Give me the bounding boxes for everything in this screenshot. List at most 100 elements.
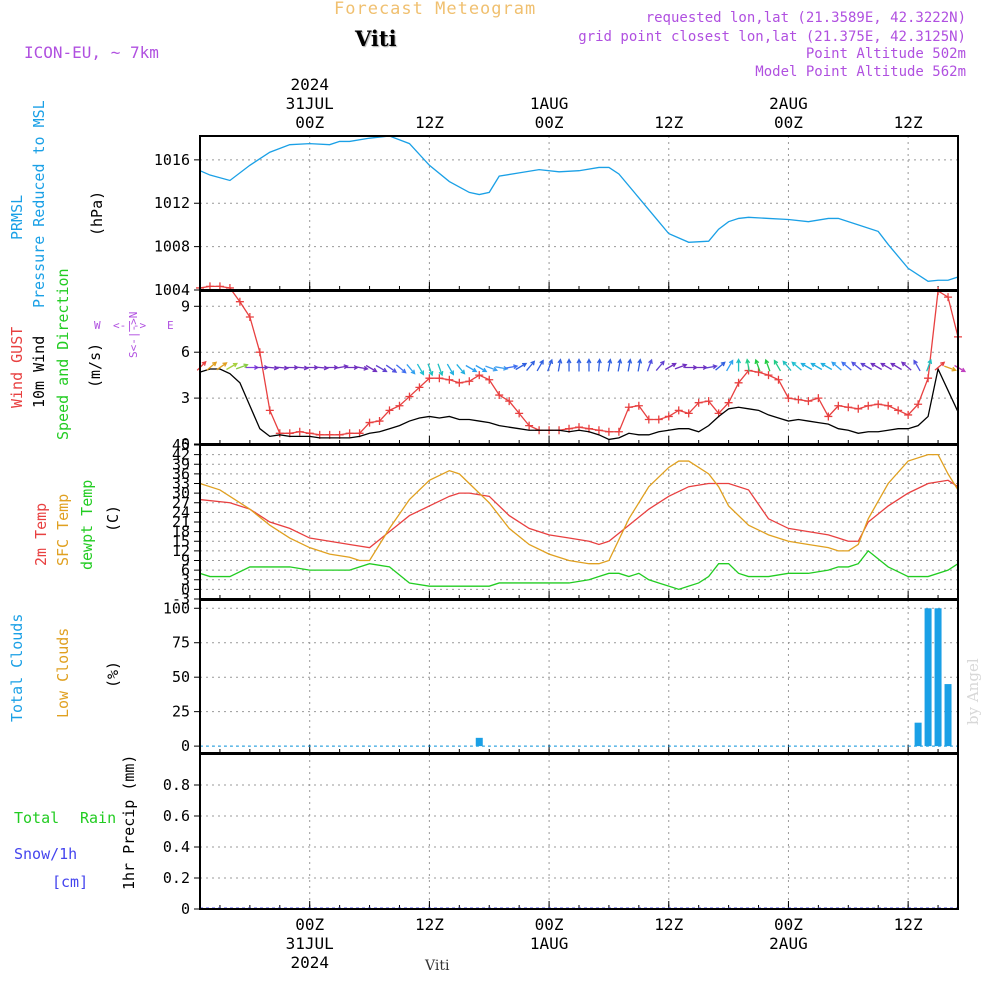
footer-location: Viti [425,958,450,974]
y-tick-label: 100 [163,599,190,617]
bottom-time-label: 12Z [894,915,923,934]
wind-direction-arrow [627,358,633,372]
y-tick-label: 15 [172,532,190,550]
wind-direction-arrow [355,365,369,371]
wind-direction-arrow [637,358,643,372]
gust-point [694,398,703,407]
precip-cm-label: [cm] [52,873,89,891]
top-time-label: 12Z [894,113,923,132]
precip-total-label: Total [14,809,60,827]
gust-point [614,427,623,436]
gust-point [525,421,534,430]
wind-direction-arrow [926,358,933,372]
wind-direction-label: Speed and Direction [54,268,72,440]
top-time-label: 00Z [295,113,324,132]
gust-point [654,415,663,424]
gust-point [594,426,603,435]
wind-direction-arrow [754,358,761,372]
wind-direction-arrow [596,358,602,372]
gust-point [465,377,474,386]
wind-direction-arrow [226,362,239,371]
gust-point [904,410,913,419]
point-altitude: Point Altitude 502m [805,46,966,62]
wind-direction-arrow [495,365,509,371]
y-tick-label: 6 [181,561,190,579]
wind-direction-arrow [782,360,792,371]
wind-direction-arrow [456,364,466,375]
y-tick-label: 0.4 [163,838,190,856]
gust-point [754,368,763,377]
y-tick-label: 0 [181,580,190,598]
gust-point [844,403,853,412]
pressure-label-b: Pressure Reduced to MSL [30,100,48,308]
gust-point [924,374,933,383]
gust-point [375,417,384,426]
wind-direction-arrow [954,364,967,373]
gust-point [894,406,903,415]
wind-direction-arrow [944,365,957,372]
y-tick-label: 18 [172,523,190,541]
gust-point [405,392,414,401]
temp2m-label: 2m Temp [32,502,50,566]
wind-direction-arrow [764,358,771,372]
wind-direction-arrow [576,358,582,372]
gust-point [774,375,783,384]
bottom-time-label: 00Z [295,915,324,934]
panel-frame [199,753,959,910]
y-tick-label: 50 [172,668,190,686]
wind-direction-arrow [800,362,813,371]
wind-direction-arrow [526,360,536,371]
wind-unit: (m/s) [86,342,104,388]
gust-point [275,429,284,438]
wind-direction-arrow [557,358,563,372]
cloud-bar [475,737,483,747]
wind-direction-arrow [446,363,455,376]
credit-label: by Angel [964,658,982,725]
model-label: ICON-EU, ~ 7km [24,43,159,62]
y-tick-label: 39 [172,455,190,473]
compass-east: E [167,319,174,332]
gust-point [664,412,673,421]
low-clouds-label: Low Clouds [54,627,72,718]
gust-point [784,394,793,403]
wind-direction-arrow [934,361,946,371]
wind-direction-arrow [694,365,709,370]
bottom-time-label: 00Z [774,915,803,934]
gust-point [804,397,813,406]
y-tick-label: 30 [172,484,190,502]
wind-direction-arrow [617,358,623,372]
wind-direction-arrow [505,364,519,370]
y-tick-label: 0 [181,737,190,755]
wind-direction-arrow [664,362,677,371]
y-tick-label: 12 [172,542,190,560]
wind-direction-arrow [547,358,554,372]
y-tick-label: 3 [181,571,190,589]
y-tick-label: 1016 [154,151,190,169]
wind-direction-arrow [655,360,665,371]
y-tick-label: 75 [172,634,190,652]
wind-direction-arrow [395,364,407,374]
pressure-unit: (hPa) [88,190,106,236]
top-time-label: 12Z [654,113,683,132]
wind-direction-arrow [465,364,478,373]
wind-direction-arrow [416,363,425,376]
gust-point [734,378,743,387]
gust-point [834,401,843,410]
wind-direction-arrow [206,361,218,371]
gust-point [704,397,713,406]
gust-point [455,378,464,387]
y-tick-label: 33 [172,475,190,493]
gust-point [265,406,274,415]
wind-direction-arrow [475,364,488,373]
wind-direction-arrow [375,364,388,373]
wind-direction-arrow [485,365,499,372]
gust-point [425,374,434,383]
y-tick-label: 27 [172,494,190,512]
top-time-label: 12Z [415,113,444,132]
gust-point [345,429,354,438]
y-tick-label: 0.8 [163,776,190,794]
chart-title: Forecast Meteogram [334,0,537,19]
total-clouds-label: Total Clouds [8,613,26,722]
clouds-unit: (%) [104,660,122,688]
